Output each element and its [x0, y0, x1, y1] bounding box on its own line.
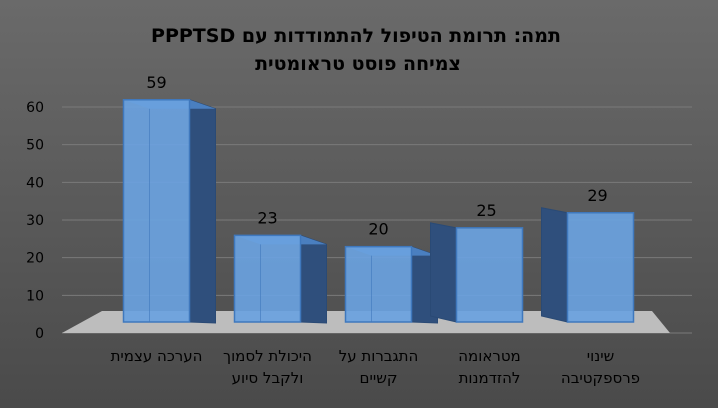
- category-label: קשיים: [360, 369, 398, 387]
- category-label: שינוי: [587, 347, 614, 365]
- data-label: 59: [146, 73, 166, 92]
- bars: [122, 99, 635, 324]
- bar-side: [189, 99, 216, 324]
- y-axis-ticks: 0 10 20 30 40 50 60: [26, 100, 44, 342]
- chart-subtitle: צמיחה פוסט טראומטית: [255, 53, 461, 75]
- data-label: 20: [368, 220, 388, 239]
- bar-side: [430, 222, 457, 323]
- bar: [455, 227, 524, 323]
- category-label: פרספקטיבה: [561, 369, 640, 387]
- bar: [566, 212, 635, 323]
- y-tick-label: 10: [26, 288, 44, 304]
- category-label: התגברות על: [339, 347, 419, 365]
- bar-side: [300, 234, 327, 324]
- category-label: מטראומה: [458, 347, 520, 365]
- y-tick-label: 20: [26, 251, 44, 267]
- chart-title: תמה: תרומת הטיפול להתמודדות עם PPPTSD: [151, 25, 561, 47]
- bar: [233, 234, 302, 323]
- y-tick-label: 0: [35, 326, 44, 342]
- y-tick-label: 50: [26, 138, 44, 154]
- data-label: 29: [587, 186, 607, 205]
- category-labels: הערכה עצמית היכולת לסמוך ולקבל סיוע התגברות…: [111, 347, 641, 387]
- category-label: להזדמנות: [459, 369, 521, 387]
- y-tick-label: 40: [26, 175, 44, 191]
- bar: [344, 245, 413, 323]
- bar-side: [541, 207, 568, 323]
- y-tick-label: 30: [26, 213, 44, 229]
- bar: [122, 99, 191, 323]
- y-tick-label: 60: [26, 100, 44, 116]
- data-label: 25: [476, 201, 496, 220]
- data-label: 23: [257, 208, 277, 227]
- category-label: היכולת לסמוך: [223, 347, 312, 365]
- data-labels: 59 23 20 25 29: [146, 73, 607, 239]
- category-label: ולקבל סיוע: [232, 369, 304, 387]
- category-label: הערכה עצמית: [111, 347, 203, 365]
